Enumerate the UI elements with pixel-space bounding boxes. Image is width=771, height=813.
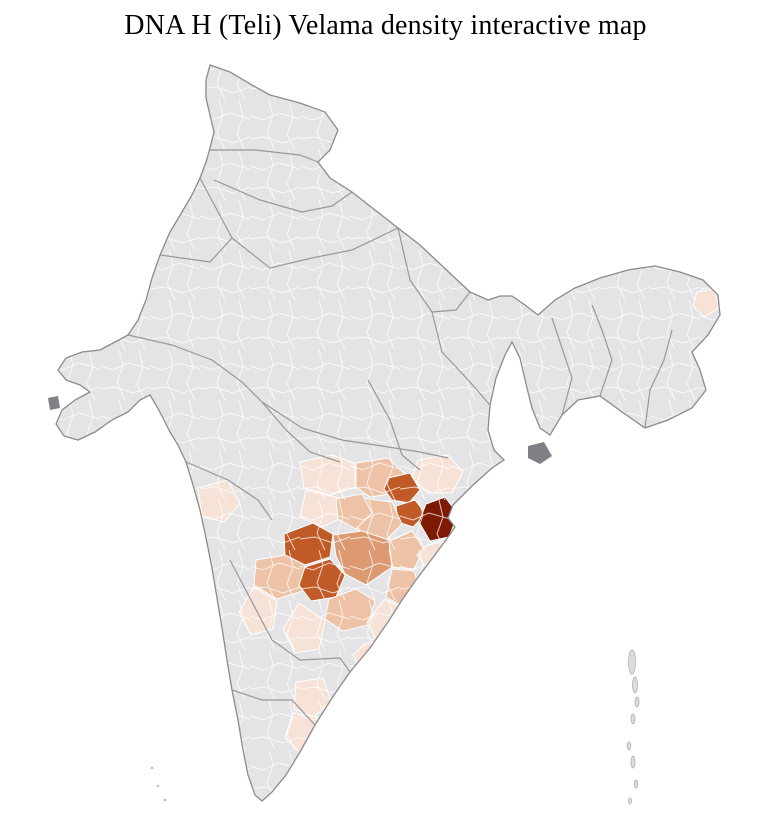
dark-coastal-patches	[48, 396, 552, 464]
map-title: DNA H (Teli) Velama density interactive …	[124, 10, 647, 41]
andaman-nicobar-islands	[626, 649, 640, 805]
india-border-stroke	[55, 64, 721, 802]
state-boundaries	[127, 149, 673, 726]
lakshadweep-islands	[150, 766, 167, 802]
